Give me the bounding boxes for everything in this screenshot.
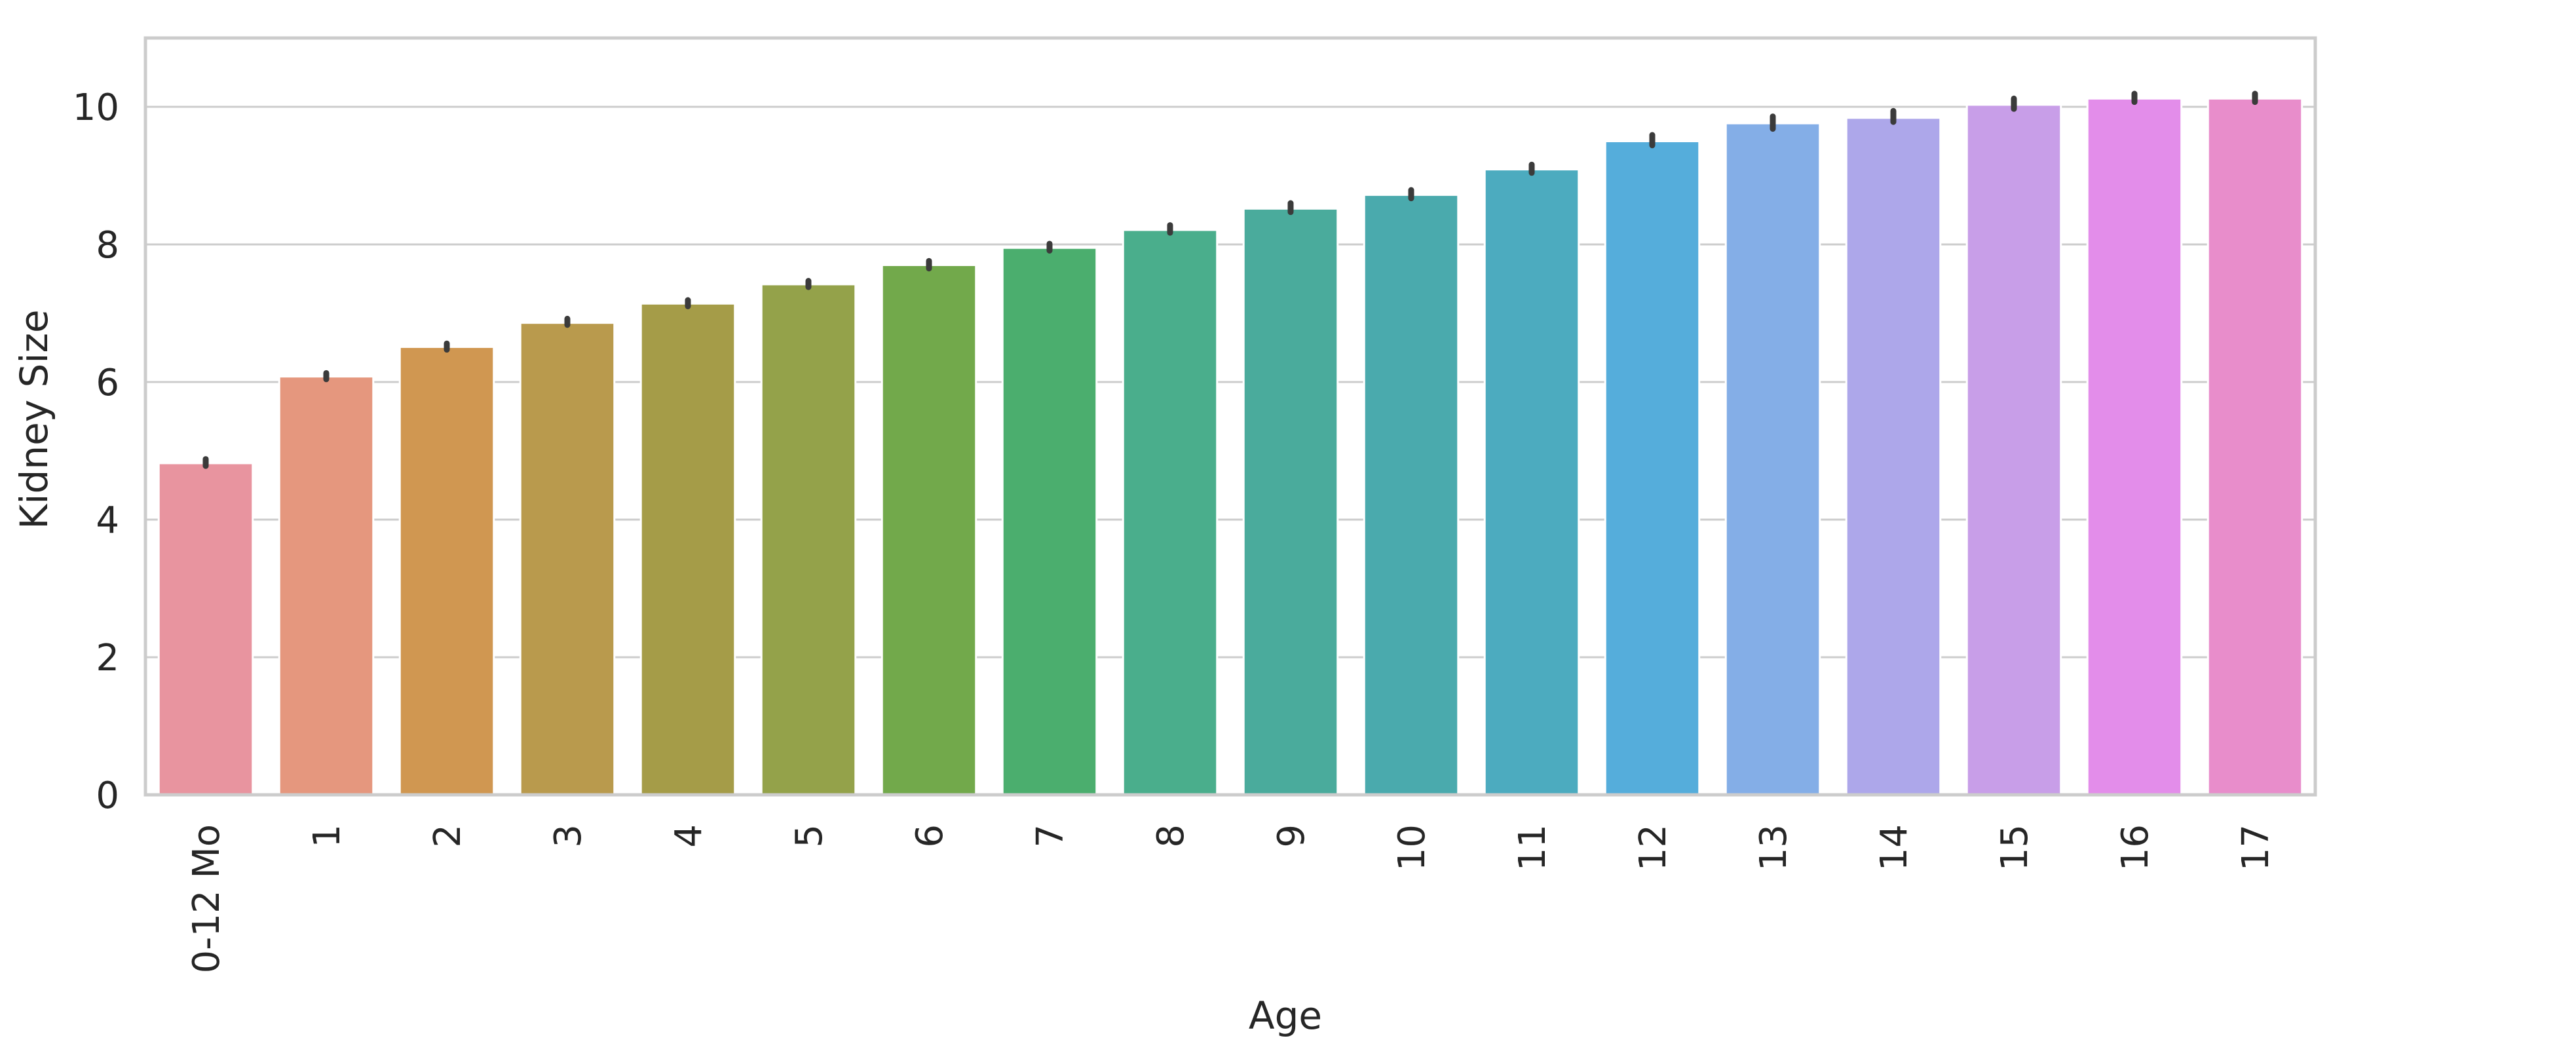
y-tick-label: 8 <box>96 224 119 267</box>
y-axis-label: Kidney Size <box>12 309 56 529</box>
x-tick-label: 1 <box>306 824 349 848</box>
x-tick-label: 5 <box>788 824 831 848</box>
bar-7 <box>1001 246 1098 796</box>
bar-15 <box>1965 104 2062 796</box>
bar-12 <box>1604 140 1701 796</box>
bar-6 <box>881 264 977 796</box>
bar-0-12-mo <box>157 462 254 796</box>
bar-8 <box>1122 229 1219 796</box>
bar-14 <box>1845 117 1942 796</box>
bars <box>157 97 2303 796</box>
x-tick-label: 9 <box>1270 824 1313 848</box>
plot-frame <box>143 36 2317 797</box>
bar-11 <box>1483 168 1580 796</box>
bar-9 <box>1242 207 1339 796</box>
x-tick-label: 0-12 Mo <box>185 824 228 973</box>
x-tick-label: 6 <box>909 824 951 848</box>
y-tick-label: 0 <box>96 775 119 817</box>
x-tick-label: 14 <box>1873 824 1916 871</box>
bar-17 <box>2207 97 2303 796</box>
x-tick-label: 10 <box>1391 824 1433 871</box>
x-tick-labels: 0-12 Mo 1 2 3 4 5 6 7 8 9 10 11 12 13 14 15 16 17 <box>185 824 2277 973</box>
y-tick-label: 6 <box>96 362 119 404</box>
x-tick-label: 16 <box>2114 824 2157 871</box>
bar-3 <box>519 322 616 796</box>
bar-2 <box>398 345 495 796</box>
x-tick-label: 7 <box>1029 824 1072 848</box>
x-axis-label: Age <box>1249 993 1322 1038</box>
bar-4 <box>639 302 736 796</box>
error-bars <box>202 90 2258 469</box>
x-tick-label: 11 <box>1511 824 1554 871</box>
x-tick-label: 17 <box>2235 824 2277 871</box>
x-tick-label: 13 <box>1752 824 1795 871</box>
bar-16 <box>2086 97 2183 796</box>
y-tick-label: 10 <box>73 86 119 129</box>
gridlines <box>145 105 2315 659</box>
x-tick-label: 3 <box>547 824 590 848</box>
x-tick-label: 15 <box>1994 824 2036 871</box>
axes-frame <box>143 36 2317 797</box>
bar-5 <box>760 283 857 796</box>
x-tick-label: 8 <box>1150 824 1192 848</box>
x-tick-label: 2 <box>426 824 469 848</box>
y-tick-label: 2 <box>96 637 119 680</box>
y-tick-label: 4 <box>96 499 119 542</box>
bar-1 <box>278 375 375 796</box>
y-tick-labels: 0 2 4 6 8 10 <box>73 86 119 817</box>
x-tick-label: 12 <box>1632 824 1675 871</box>
bar-10 <box>1363 193 1460 796</box>
x-tick-label: 4 <box>668 824 710 848</box>
bar-13 <box>1724 122 1821 796</box>
